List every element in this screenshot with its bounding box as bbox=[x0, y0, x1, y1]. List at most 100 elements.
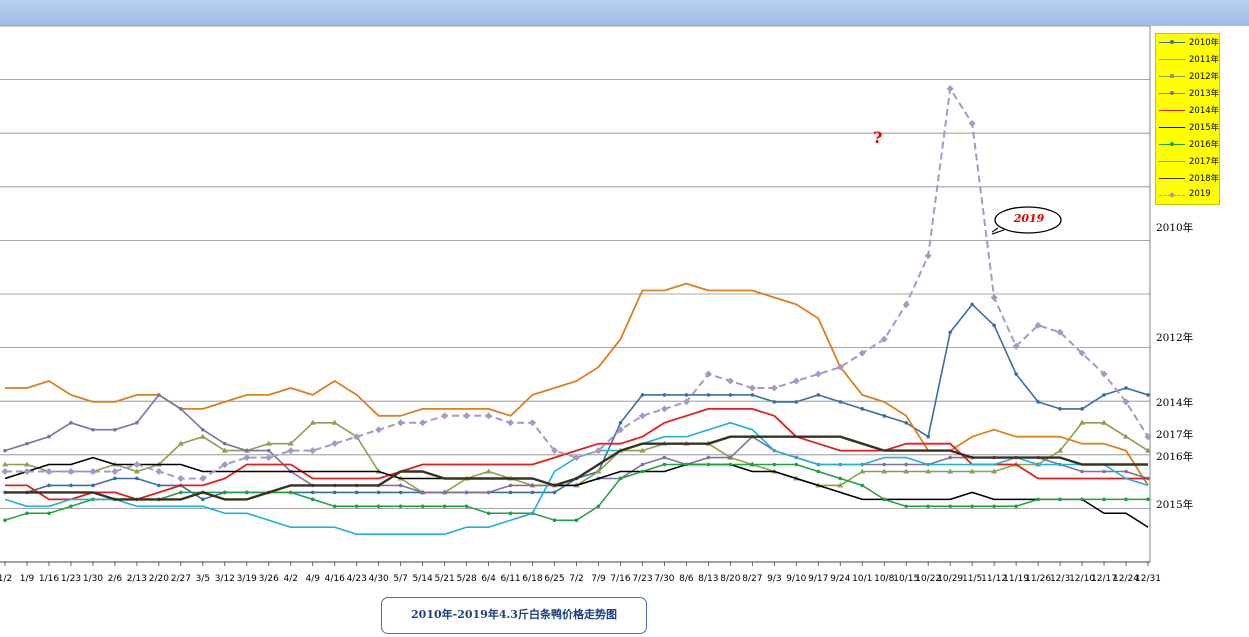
legend-marker bbox=[1170, 40, 1174, 44]
year-tag-2016: 2016年 bbox=[1153, 448, 1197, 465]
data-point bbox=[69, 420, 73, 425]
x-tick-label: 12/17 bbox=[1091, 574, 1117, 584]
data-point bbox=[486, 490, 491, 495]
data-point bbox=[816, 393, 821, 397]
legend-item-2017: 2017年 bbox=[1156, 153, 1221, 170]
data-point bbox=[991, 468, 998, 474]
data-point bbox=[969, 468, 976, 474]
data-point bbox=[816, 469, 821, 474]
question-mark-annotation: ? bbox=[873, 128, 883, 147]
data-point bbox=[728, 462, 733, 467]
x-tick-label: 8/6 bbox=[679, 574, 694, 584]
series-line-2011 bbox=[5, 282, 1149, 486]
x-tick-label: 11/12 bbox=[981, 574, 1007, 584]
data-point bbox=[47, 483, 51, 488]
data-point bbox=[750, 462, 755, 467]
x-tick-label: 1/16 bbox=[39, 574, 59, 584]
x-tick-label: 7/9 bbox=[591, 574, 606, 584]
x-tick-label: 3/5 bbox=[196, 574, 210, 584]
x-tick-label: 9/10 bbox=[786, 574, 806, 584]
legend-marker bbox=[1169, 192, 1175, 198]
data-point bbox=[508, 483, 513, 488]
data-point bbox=[354, 504, 359, 509]
data-point bbox=[69, 483, 73, 488]
data-point bbox=[89, 468, 97, 476]
legend: 2010年 2011年 2012年 2013年 2014年 2015年 2016年 2017年… bbox=[1155, 33, 1220, 205]
data-point bbox=[726, 377, 734, 385]
legend-label: 2017年 bbox=[1189, 157, 1220, 167]
data-point bbox=[310, 497, 315, 502]
data-point bbox=[860, 407, 865, 411]
legend-label: 2013年 bbox=[1189, 89, 1220, 99]
data-point bbox=[1057, 447, 1064, 453]
data-point bbox=[420, 490, 425, 495]
data-point bbox=[904, 420, 909, 425]
x-tick-label: 10/29 bbox=[937, 574, 963, 584]
data-point bbox=[1102, 393, 1106, 397]
legend-swatch bbox=[1159, 91, 1185, 95]
legend-item-2016: 2016年 bbox=[1156, 136, 1221, 153]
x-tick-label: 11/19 bbox=[1003, 574, 1029, 584]
data-point bbox=[310, 490, 315, 495]
legend-item-2012: 2012年 bbox=[1156, 68, 1221, 85]
data-point bbox=[464, 504, 469, 509]
x-tick-label: 5/21 bbox=[435, 574, 455, 584]
legend-item-2015: 2015年 bbox=[1156, 119, 1221, 136]
data-point bbox=[375, 426, 383, 434]
data-point bbox=[157, 483, 161, 488]
x-tick-label: 4/16 bbox=[325, 574, 345, 584]
legend-label: 2010年 bbox=[1189, 38, 1220, 48]
data-point bbox=[682, 398, 690, 406]
data-point bbox=[23, 468, 31, 476]
gridlines bbox=[0, 25, 1151, 563]
series-2015 bbox=[4, 456, 1149, 528]
data-point bbox=[23, 461, 30, 467]
x-tick-label: 12/10 bbox=[1069, 574, 1095, 584]
data-point bbox=[1123, 433, 1130, 439]
data-point bbox=[904, 462, 909, 467]
data-point bbox=[420, 504, 425, 509]
data-point bbox=[179, 490, 183, 495]
data-point bbox=[1080, 497, 1084, 502]
data-point bbox=[948, 455, 952, 460]
data-point bbox=[924, 252, 932, 260]
data-point bbox=[179, 407, 183, 411]
data-point bbox=[485, 468, 492, 474]
legend-item-2019: 2019 bbox=[1156, 187, 1221, 204]
x-tick-label: 4/9 bbox=[305, 574, 320, 584]
legend-label: 2014年 bbox=[1189, 106, 1220, 116]
data-point bbox=[838, 400, 843, 404]
data-point bbox=[201, 497, 205, 502]
data-point bbox=[3, 518, 7, 523]
legend-swatch bbox=[1159, 110, 1185, 111]
x-tick-label: 8/13 bbox=[698, 574, 718, 584]
data-point bbox=[1012, 342, 1020, 350]
data-point bbox=[442, 490, 447, 495]
legend-marker bbox=[1170, 74, 1174, 78]
data-point bbox=[1014, 372, 1018, 376]
data-point bbox=[331, 440, 339, 448]
data-point bbox=[135, 420, 139, 425]
x-tick-label: 5/7 bbox=[393, 574, 407, 584]
data-point bbox=[530, 490, 535, 495]
data-point bbox=[772, 400, 777, 404]
data-point bbox=[660, 405, 668, 413]
data-point bbox=[814, 370, 822, 378]
legend-swatch bbox=[1159, 74, 1185, 78]
data-point bbox=[376, 504, 381, 509]
legend-swatch bbox=[1159, 142, 1185, 146]
data-point bbox=[990, 293, 998, 301]
series-layer bbox=[1, 85, 1152, 536]
data-point bbox=[748, 384, 756, 392]
legend-swatch bbox=[1159, 59, 1185, 60]
data-point bbox=[67, 468, 75, 476]
data-point bbox=[1036, 400, 1040, 404]
data-point bbox=[113, 427, 117, 432]
x-tick-label: 2/27 bbox=[171, 574, 191, 584]
data-point bbox=[947, 468, 954, 474]
data-point bbox=[1036, 497, 1040, 502]
x-tick-label: 3/12 bbox=[215, 574, 235, 584]
data-point bbox=[1078, 349, 1086, 357]
data-point bbox=[397, 419, 405, 427]
data-point bbox=[133, 461, 141, 469]
